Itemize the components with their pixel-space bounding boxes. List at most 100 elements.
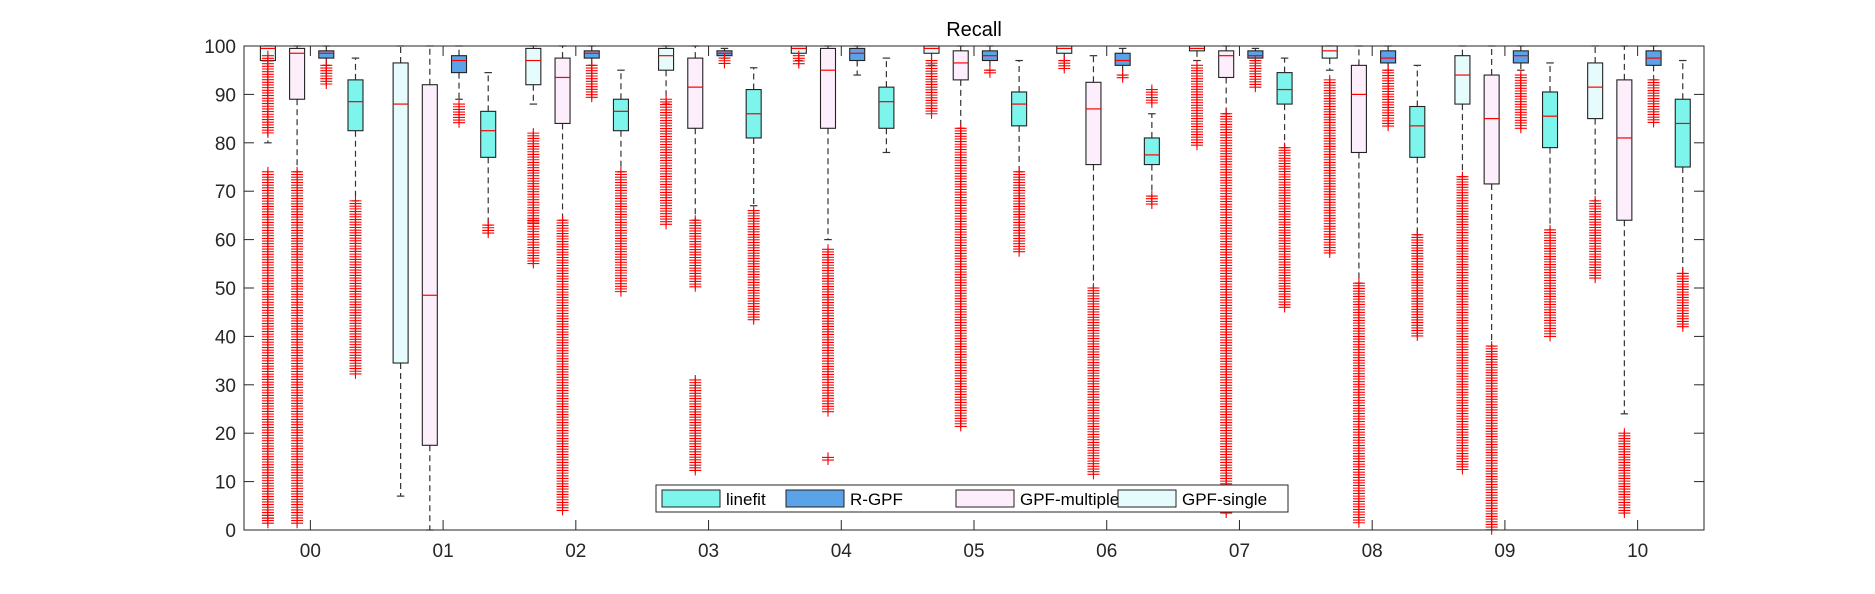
plot-marks [259,45,1691,535]
box-gpf-multiple-07 [1218,45,1235,519]
box-body [1541,91,1559,149]
outlier-marker [1618,508,1631,519]
outlier-marker [1411,330,1424,341]
box-body [1143,137,1160,166]
box-gpf-multiple-00 [289,45,306,529]
x-tick-label: 04 [831,541,853,562]
box-body [289,47,306,100]
x-tick-label: 00 [300,541,321,562]
outlier-marker [291,518,304,529]
outlier-marker [1013,246,1026,257]
outlier-marker [792,58,805,69]
legend-swatch [955,489,1015,508]
box-body [450,55,468,74]
outlier-marker [261,513,274,524]
outlier-marker [261,127,274,138]
y-tick-label: 80 [215,134,236,155]
box-r-gpf-07 [1247,47,1264,93]
outlier-marker [747,314,760,325]
outlier-marker [1278,302,1291,313]
outlier-marker [689,281,702,292]
box-gpf-single-01 [392,45,409,497]
outlier-marker [1514,123,1527,134]
outlier-marker [527,217,540,228]
box-body [1380,50,1397,64]
box-gpf-multiple-10 [1616,45,1633,519]
series-gpf-multiple [289,45,1633,535]
outlier-marker [1116,72,1129,83]
box-r-gpf-03 [716,47,733,69]
x-tick-label: 06 [1096,541,1117,562]
box-body [1085,81,1102,166]
outlier-marker [349,368,362,379]
box-body [612,98,629,132]
outlier-marker [822,455,834,466]
box-body [1321,45,1338,59]
outlier-marker [1145,199,1158,210]
outlier-marker [718,58,731,69]
outlier-marker [1544,331,1557,342]
x-tick-label: 09 [1494,541,1515,562]
legend-label: R-GPF [850,490,903,509]
box-body [849,47,866,62]
box-gpf-multiple-08 [1350,45,1367,528]
x-tick-label: 08 [1362,541,1383,562]
box-body [819,47,837,129]
outlier-marker [1145,97,1158,108]
y-tick-label: 100 [204,37,236,58]
box-linefit-08 [1409,64,1426,341]
outlier-marker [1058,63,1071,74]
y-tick-label: 60 [215,231,236,252]
box-gpf-single-07 [1188,45,1206,151]
box-body [923,45,940,54]
box-linefit-07 [1276,57,1293,313]
box-body [480,110,497,158]
box-body [658,47,675,71]
series-linefit [347,57,1691,379]
outlier-marker [983,67,996,78]
x-tick-label: 05 [963,541,984,562]
outlier-marker [954,421,967,432]
outlier-marker [556,505,569,516]
series-gpf-single [259,45,1604,529]
x-tick-label: 10 [1627,541,1648,562]
box-gpf-multiple-05 [952,45,969,432]
box-body [1616,79,1633,221]
box-body [1011,91,1028,127]
box-gpf-single-03 [658,45,675,230]
box-gpf-single-06 [1056,45,1073,74]
legend: linefit R-GPF GPF-multiple GPF-single [655,484,1289,513]
legend-swatch [785,489,845,508]
legend-label: GPF-single [1182,490,1267,509]
outlier-marker [1352,517,1365,528]
box-r-gpf-09 [1512,45,1529,134]
x-tick-label: 03 [698,541,719,562]
outlier-marker [1676,321,1689,332]
y-tick-label: 50 [215,279,236,300]
box-gpf-single-02 [525,45,542,269]
outlier-marker [482,228,495,239]
box-body [1674,98,1691,168]
legend-label: GPF-multiple [1020,490,1119,509]
box-linefit-10 [1674,59,1691,332]
y-tick-label: 70 [215,182,236,203]
outlier-marker [585,92,598,103]
box-body [1350,64,1367,154]
outlier-marker [614,286,627,297]
box-body [687,57,704,129]
axes: 0 10 20 30 40 50 60 70 80 90 100 00 01 02 03 04 05 06 07 08… [204,37,1705,562]
outlier-marker [689,465,702,476]
outlier-marker [925,108,938,119]
outlier-marker [1323,247,1336,258]
x-tick-label: 02 [565,541,586,562]
box-gpf-single-08 [1321,45,1338,258]
y-tick-label: 10 [215,473,236,494]
outlier-marker [1456,464,1469,475]
y-tick-label: 0 [225,521,236,542]
box-linefit-02 [612,69,629,297]
y-tick-label: 30 [215,376,236,397]
outlier-marker [1647,117,1660,128]
box-linefit-00 [347,57,364,379]
box-body [1587,62,1604,120]
outlier-marker [1087,469,1100,480]
